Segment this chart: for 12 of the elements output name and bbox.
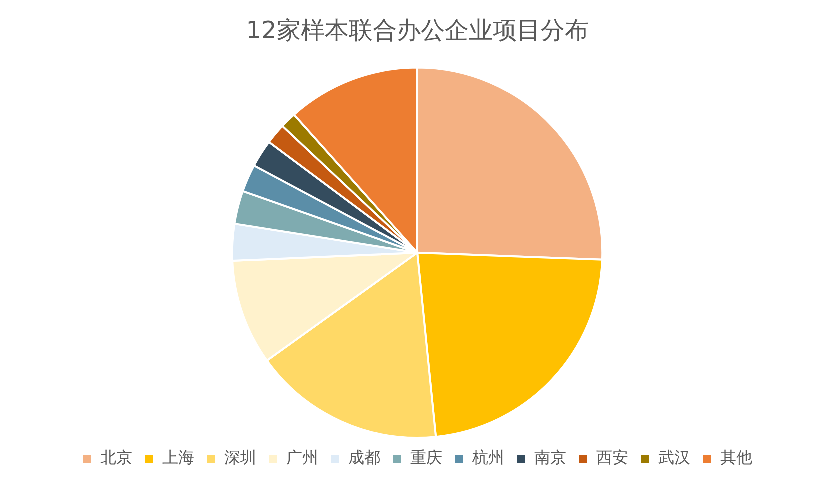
- legend-label: 西安: [596, 448, 628, 468]
- legend-label: 广州: [286, 448, 318, 468]
- chart-title: 12家样本联合办公企业项目分布: [246, 16, 589, 45]
- legend-label: 上海: [162, 448, 194, 468]
- legend-label: 成都: [348, 448, 380, 468]
- legend-label: 杭州: [472, 448, 504, 468]
- legend-label: 武汉: [658, 448, 690, 468]
- legend-label: 深圳: [224, 448, 256, 468]
- legend-label: 重庆: [410, 448, 442, 468]
- legend-label: 其他: [720, 448, 752, 468]
- legend-label: 南京: [534, 448, 566, 468]
- legend-label: 北京: [100, 448, 132, 468]
